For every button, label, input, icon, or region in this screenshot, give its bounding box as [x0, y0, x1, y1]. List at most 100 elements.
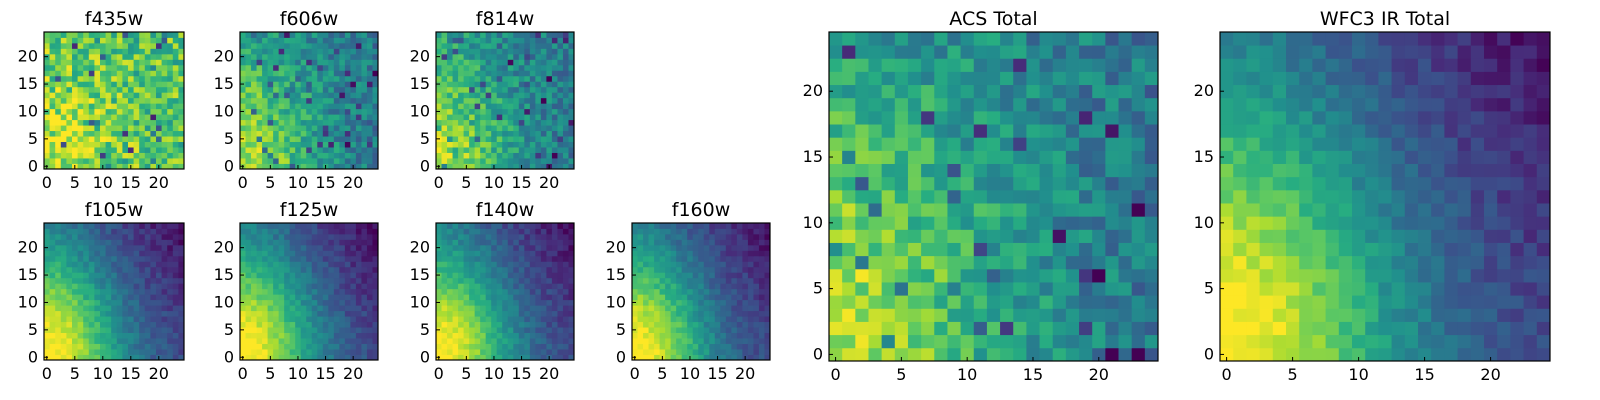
- heatmap-cell: [156, 277, 162, 284]
- heatmap-cell: [907, 334, 922, 349]
- heatmap-cell: [436, 152, 442, 159]
- heatmap-cell: [94, 86, 101, 93]
- heatmap-cell: [128, 147, 134, 153]
- heatmap-cell: [687, 283, 694, 290]
- heatmap-cell: [322, 59, 329, 66]
- heatmap-cell: [295, 288, 302, 295]
- heatmap-cell: [284, 152, 291, 159]
- panel-title: f814w: [476, 8, 535, 30]
- heatmap-cell: [350, 158, 357, 164]
- heatmap-cell: [273, 321, 280, 328]
- heatmap-cell: [670, 288, 677, 295]
- heatmap-cell: [463, 299, 470, 306]
- heatmap-cell: [306, 266, 313, 273]
- heatmap-cell: [676, 288, 683, 295]
- heatmap-cell: [692, 294, 699, 301]
- heatmap-cell: [88, 70, 95, 77]
- heatmap-cell: [659, 272, 666, 279]
- heatmap-cell: [88, 97, 95, 104]
- heatmap-cell: [251, 125, 257, 132]
- heatmap-cell: [921, 150, 935, 164]
- heatmap-cell: [372, 261, 379, 268]
- heatmap-cell: [295, 338, 302, 344]
- heatmap-cell: [474, 338, 481, 344]
- heatmap-cell: [122, 310, 129, 317]
- heatmap-cell: [328, 316, 335, 323]
- heatmap-cell: [344, 288, 351, 295]
- heatmap-cell: [284, 250, 291, 257]
- heatmap-cell: [474, 152, 481, 159]
- heatmap-cell: [172, 343, 179, 350]
- heatmap-cell: [474, 343, 481, 350]
- heatmap-cell: [535, 97, 542, 104]
- heatmap-cell: [973, 295, 988, 309]
- heatmap-cell: [55, 32, 62, 38]
- heatmap-cell: [150, 261, 157, 268]
- heatmap-cell: [894, 203, 909, 217]
- heatmap-cell: [88, 158, 95, 164]
- heatmap-cell: [178, 343, 185, 350]
- heatmap-cell: [524, 338, 531, 344]
- heatmap-cell: [1052, 308, 1067, 322]
- heatmap-cell: [100, 272, 106, 279]
- panel-title: f606w: [280, 8, 339, 30]
- heatmap-cell: [350, 152, 357, 159]
- heatmap-cell: [122, 81, 129, 88]
- heatmap-cell: [665, 343, 672, 350]
- heatmap-cell: [855, 229, 869, 243]
- heatmap-cell: [83, 81, 90, 88]
- heatmap-cell: [60, 244, 67, 251]
- heatmap-cell: [480, 321, 487, 328]
- heatmap-cell: [361, 316, 368, 323]
- heatmap-cell: [868, 268, 883, 283]
- heatmap-cell: [507, 233, 514, 240]
- heatmap-cell: [60, 277, 67, 284]
- heatmap-cell: [77, 42, 84, 49]
- heatmap-cell: [273, 81, 280, 88]
- heatmap-cell: [747, 299, 754, 306]
- heatmap-cell: [524, 114, 531, 121]
- heatmap-cell: [513, 59, 520, 66]
- heatmap-cell: [55, 81, 62, 88]
- heatmap-cell: [868, 137, 883, 151]
- heatmap-cell: [300, 255, 307, 262]
- heatmap-cell: [502, 283, 509, 290]
- heatmap-cell: [562, 250, 569, 257]
- heatmap-cell: [245, 294, 252, 301]
- heatmap-cell: [161, 233, 168, 240]
- heatmap-cell: [474, 233, 481, 240]
- heatmap-cell: [111, 141, 118, 148]
- heatmap-cell: [681, 294, 688, 301]
- heatmap-cell: [540, 92, 547, 99]
- heatmap-cell: [273, 163, 280, 170]
- heatmap-cell: [144, 147, 151, 153]
- heatmap-cell: [703, 349, 710, 355]
- y-tick-label: 10: [410, 101, 430, 120]
- heatmap-cell: [317, 130, 324, 137]
- heatmap-cell: [289, 261, 296, 268]
- x-tick-label: 10: [93, 364, 113, 383]
- heatmap-cell: [452, 310, 459, 317]
- heatmap-cell: [518, 277, 525, 284]
- heatmap-cell: [829, 189, 843, 204]
- heatmap-cell: [366, 228, 373, 235]
- heatmap-cell: [178, 228, 185, 235]
- heatmap-cell: [568, 158, 575, 164]
- heatmap-cell: [540, 141, 547, 148]
- heatmap-cell: [245, 42, 252, 49]
- heatmap-cell: [295, 294, 302, 301]
- heatmap-cell: [447, 53, 453, 60]
- heatmap-cell: [1026, 282, 1040, 296]
- heatmap-cell: [491, 32, 498, 38]
- heatmap-cell: [161, 310, 168, 317]
- heatmap-cell: [524, 349, 531, 355]
- heatmap-cell: [665, 316, 672, 323]
- heatmap-cell: [934, 176, 948, 191]
- heatmap-cell: [485, 233, 492, 240]
- heatmap-cell: [557, 332, 564, 339]
- heatmap-cell: [665, 244, 672, 251]
- heatmap-cell: [328, 299, 335, 306]
- heatmap-cell: [167, 223, 174, 229]
- heatmap-cell: [111, 327, 118, 333]
- heatmap-cell: [720, 338, 727, 344]
